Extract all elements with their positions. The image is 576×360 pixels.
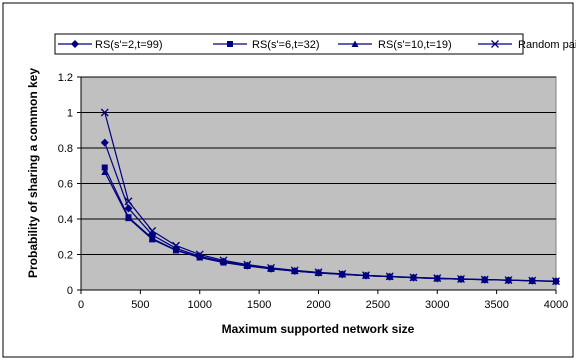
y-tick-label: 1.2 [58, 72, 73, 84]
data-point-diamond [124, 204, 133, 213]
series-layer [100, 108, 560, 286]
legend-item: RS(s'=6,t=32) [213, 39, 320, 51]
y-tick-label: 1 [67, 108, 73, 120]
data-point-x [195, 250, 204, 259]
legend-item: Random pairwise keys [478, 39, 576, 51]
data-point-x [219, 256, 228, 265]
gridlines [81, 76, 556, 291]
data-point-x [314, 268, 323, 277]
data-point-x [504, 276, 513, 285]
data-point-x [267, 263, 275, 272]
y-axis-ticks: 0 0.2 0.4 0.6 0.8 1 1.2 [58, 72, 82, 297]
legend-marker-triangle [351, 40, 359, 47]
y-axis-title: Probability of sharing a common key [26, 68, 40, 278]
series-x [100, 108, 560, 286]
x-tick-label: 500 [131, 299, 149, 311]
legend-label: Random pairwise keys [518, 39, 576, 51]
data-point-x [124, 197, 133, 206]
y-tick-label: 0.8 [58, 143, 73, 155]
data-point-x [100, 108, 109, 117]
y-tick-label: 0 [67, 285, 73, 297]
data-point-x [552, 277, 560, 286]
data-point-triangle [172, 246, 180, 254]
y-tick-label: 0.2 [58, 250, 73, 262]
legend-box [54, 33, 524, 55]
data-point-x [457, 274, 465, 283]
data-point-x [338, 269, 347, 278]
legend-label: RS(s'=10,t=19) [378, 39, 452, 51]
data-point-triangle [243, 262, 251, 270]
x-tick-label: 3500 [484, 299, 508, 311]
x-tick-label: 0 [78, 299, 84, 311]
data-point-triangle [220, 258, 227, 266]
x-tick-label: 4000 [544, 299, 568, 311]
data-point-x [243, 260, 252, 269]
data-point-x [362, 271, 370, 280]
x-tick-label: 1500 [247, 299, 271, 311]
legend-item: RS(s'=10,t=19) [338, 39, 452, 51]
legend-marker-square [227, 41, 233, 47]
legend-label: RS(s'=6,t=32) [252, 39, 320, 51]
x-tick-label: 3000 [425, 299, 449, 311]
y-tick-label: 0.4 [58, 214, 73, 226]
data-point-x [290, 266, 299, 275]
legend-marker-x [491, 40, 499, 48]
data-point-triangle [148, 235, 156, 243]
data-point-diamond [100, 138, 109, 147]
legend-marker-diamond [71, 40, 79, 48]
data-point-x [480, 275, 489, 284]
data-point-triangle [101, 168, 109, 175]
data-point-x [172, 241, 180, 250]
series-line [104, 112, 557, 282]
data-point-x [385, 272, 394, 281]
data-point-x [433, 274, 442, 283]
x-tick-label: 1000 [188, 299, 212, 311]
data-point-x [148, 226, 157, 235]
data-point-square [101, 164, 108, 171]
legend: RS(s'=2,t=99) RS(s'=6,t=32) RS(s'=10,t=19)… [54, 33, 576, 55]
legend-item: RS(s'=2,t=99) [58, 39, 163, 51]
x-tick-label: 2500 [366, 299, 390, 311]
x-axis-ticks: 0 500 1000 1500 2000 2500 3000 3500 4000 [78, 289, 568, 311]
data-point-x [409, 273, 418, 282]
data-point-triangle [125, 214, 132, 222]
y-tick-label: 0.6 [58, 179, 73, 191]
data-point-triangle [196, 254, 204, 261]
x-tick-label: 2000 [306, 299, 330, 311]
x-axis-title: Maximum supported network size [222, 322, 415, 336]
data-point-x [528, 276, 537, 285]
legend-label: RS(s'=2,t=99) [95, 39, 163, 51]
